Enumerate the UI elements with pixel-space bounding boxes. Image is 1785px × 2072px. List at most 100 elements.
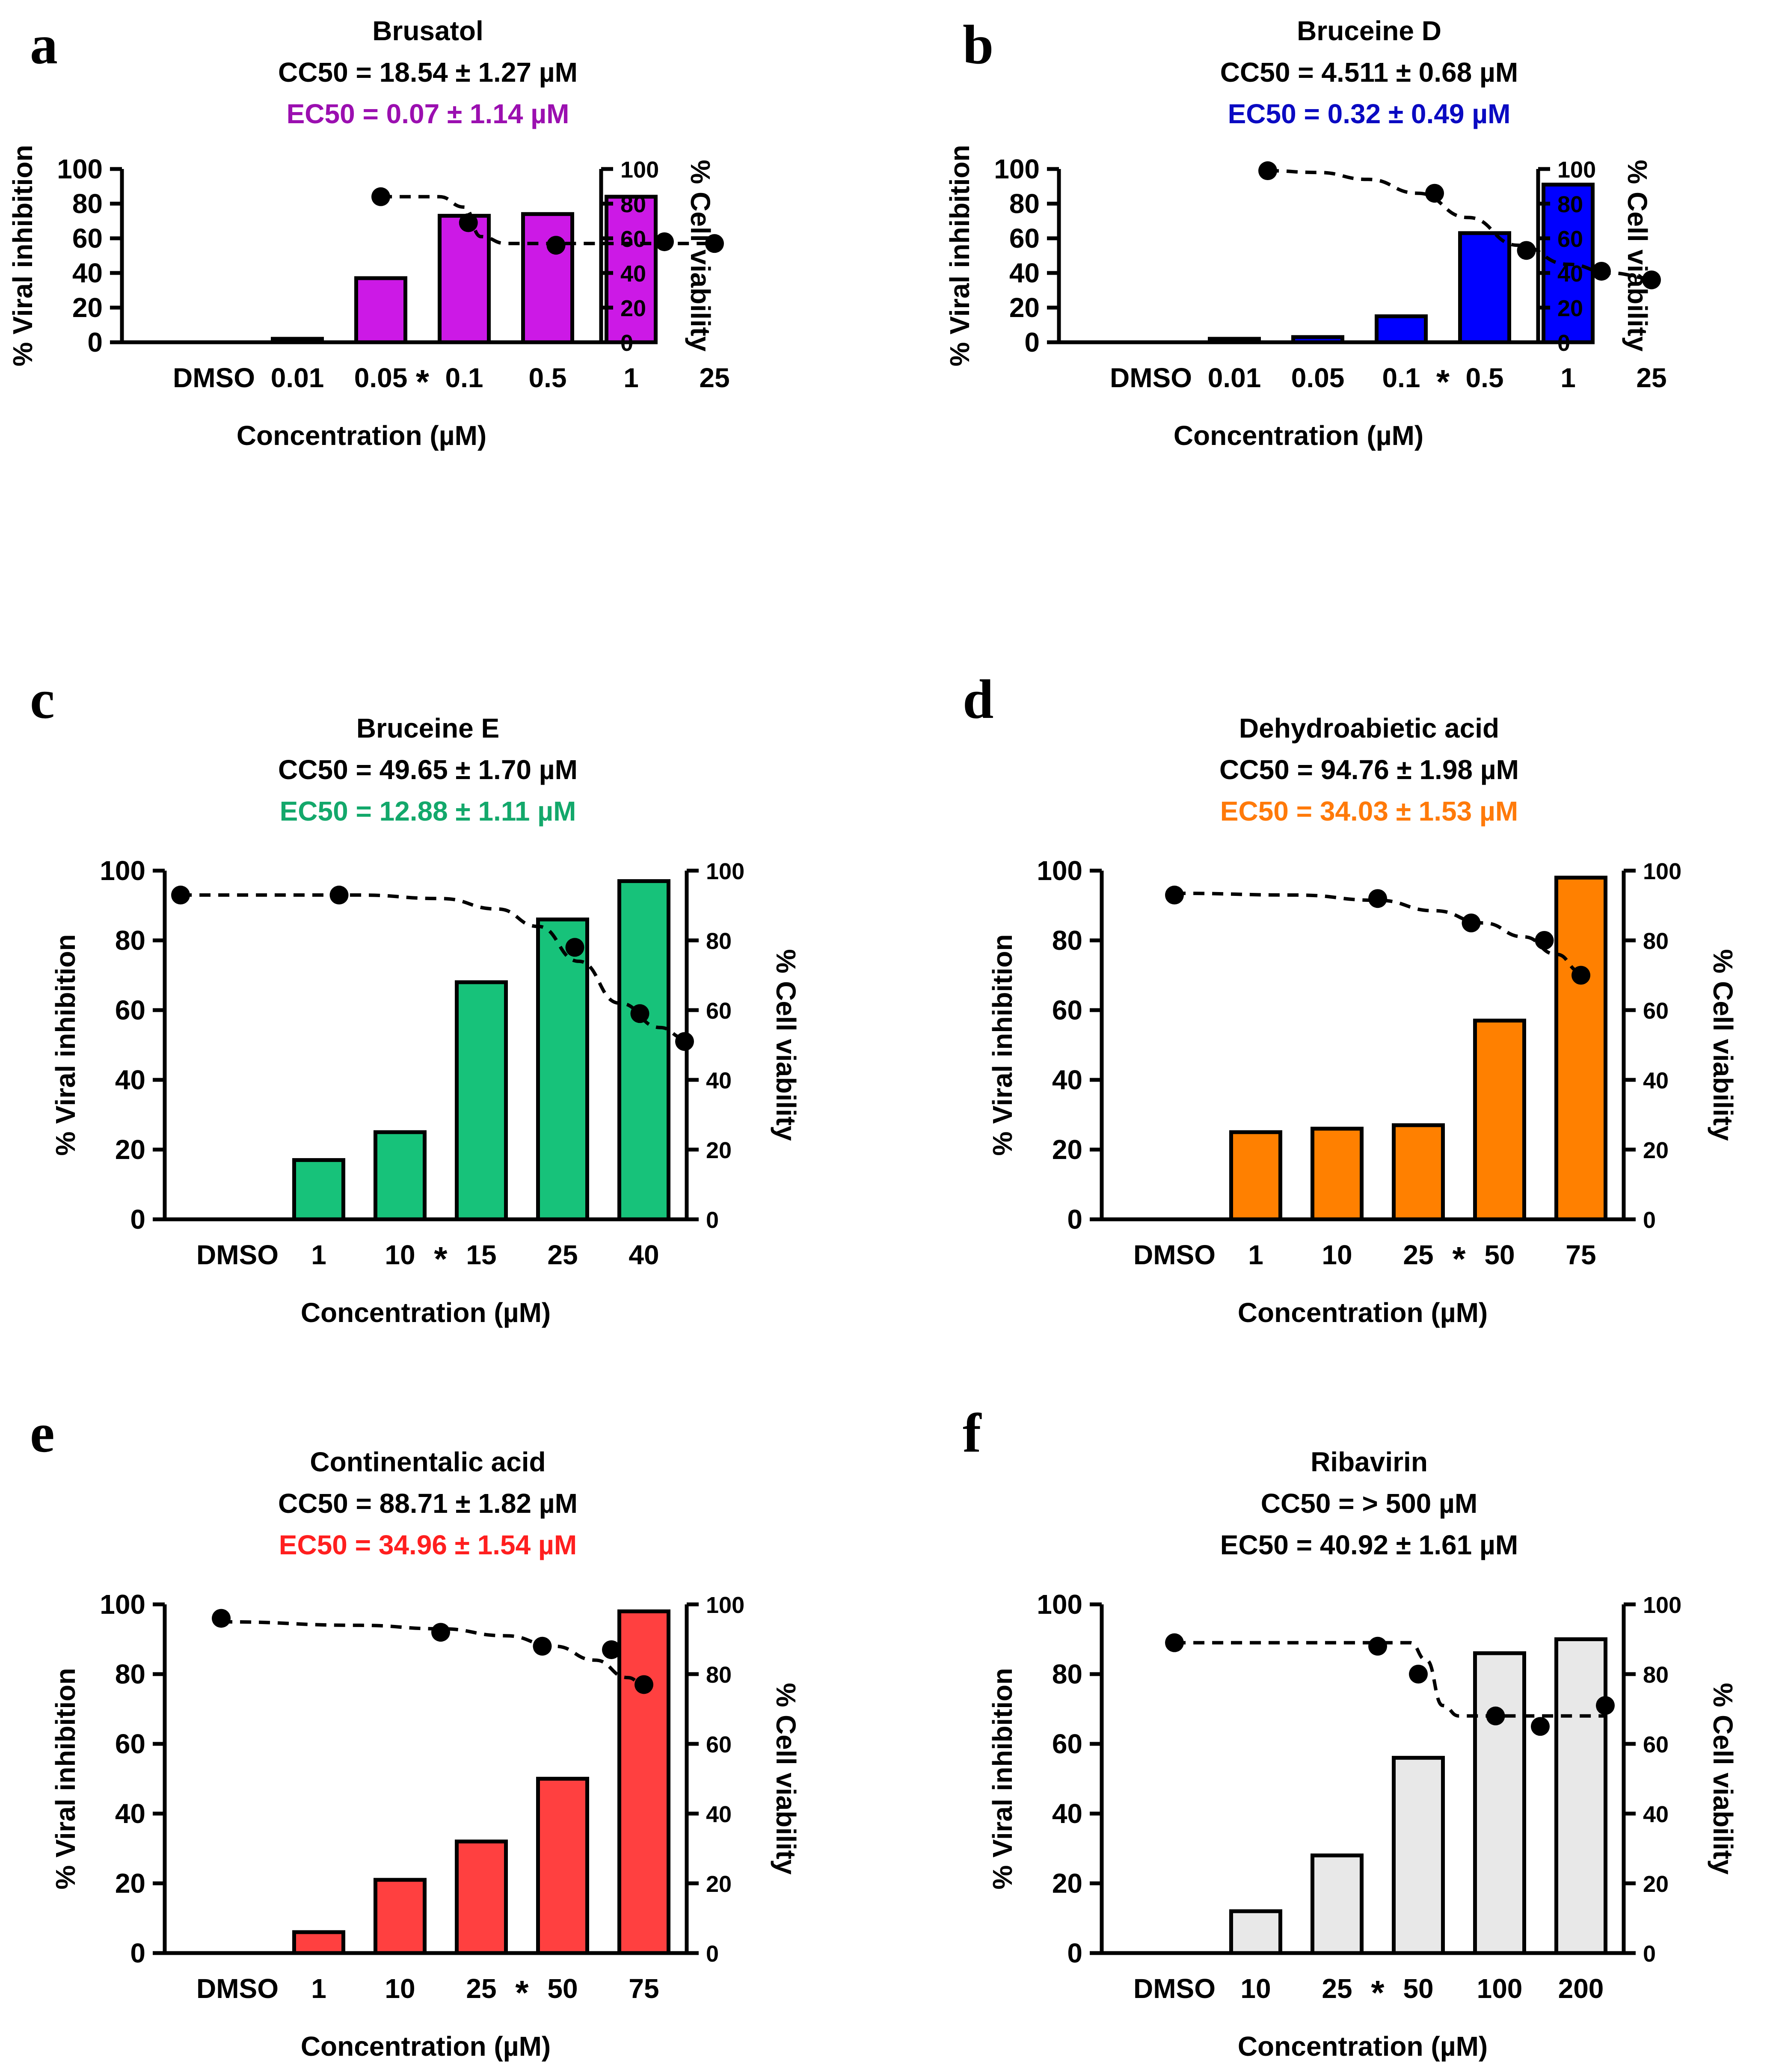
ytick-label-left-d-1: 20 — [1052, 1134, 1082, 1165]
bar-e-5 — [617, 1609, 670, 1955]
xlabel-b: Concentration (µM) — [1174, 420, 1423, 451]
ytick-label-right-c-4: 80 — [706, 928, 732, 954]
panel-letter-a: a — [30, 14, 58, 76]
bar-c-2 — [374, 1130, 427, 1221]
ytick-label-left-f-1: 20 — [1052, 1868, 1082, 1899]
xtick-label-b-2: 0.05 — [1291, 362, 1345, 393]
xtick-label-b-0: DMSO — [1110, 362, 1192, 393]
chart-title-d: Dehydroabietic acid — [1239, 713, 1500, 744]
viability-point-d-0 — [1165, 886, 1184, 905]
panel-letter-b: b — [963, 14, 994, 76]
ytick-label-right-d-5: 100 — [1643, 859, 1681, 884]
y2label-c: % Cell viability — [771, 949, 801, 1141]
ec50-label-b: EC50 = 0.32 ± 0.49 µM — [1228, 98, 1511, 129]
ytick-label-right-a-0: 0 — [620, 330, 633, 356]
bar-a-2 — [354, 276, 407, 344]
viability-fit-line-a — [381, 195, 715, 246]
xtick-label-e-1: 1 — [311, 1973, 326, 2004]
xtick-label-c-3: 15 — [466, 1239, 496, 1270]
xtick-label-a-2: 0.05 — [354, 362, 408, 393]
xtick-label-b-1: 0.01 — [1208, 362, 1261, 393]
ytick-label-right-d-1: 20 — [1643, 1138, 1669, 1163]
ytick-label-right-f-2: 40 — [1643, 1802, 1669, 1827]
ytick-label-left-c-2: 40 — [115, 1064, 145, 1095]
cc50-label-e: CC50 = 88.71 ± 1.82 µM — [278, 1488, 578, 1519]
bar-f-4 — [1473, 1651, 1526, 1955]
ytick-label-left-f-2: 40 — [1052, 1798, 1082, 1829]
y2label-e: % Cell viability — [771, 1683, 801, 1875]
viability-point-d-1 — [1368, 889, 1387, 908]
ytick-label-left-a-0: 0 — [87, 327, 103, 358]
bar-e-2 — [374, 1878, 427, 1955]
ytick-label-left-c-3: 60 — [115, 995, 145, 1026]
ytick-label-right-e-4: 80 — [706, 1662, 732, 1688]
xtick-label-f-0: DMSO — [1133, 1973, 1216, 2004]
ytick-label-left-a-2: 40 — [72, 258, 103, 288]
ytick-label-right-d-4: 80 — [1643, 928, 1669, 954]
viability-point-f-0 — [1165, 1633, 1184, 1652]
viability-point-f-5 — [1596, 1696, 1615, 1715]
viability-point-e-3 — [602, 1640, 621, 1659]
ytick-label-right-f-0: 0 — [1643, 1941, 1656, 1967]
ec50-label-c: EC50 = 12.88 ± 1.11 µM — [279, 796, 576, 827]
viability-point-e-0 — [212, 1609, 231, 1628]
axes-f — [1100, 1604, 1626, 1955]
xtick-label-b-4: 0.5 — [1466, 362, 1504, 393]
axes-a — [120, 169, 603, 344]
xtick-label-e-5: 75 — [629, 1973, 659, 2004]
y2label-f: % Cell viability — [1708, 1683, 1738, 1875]
significance-marker-f: * — [1371, 1974, 1385, 2012]
bar-b-3 — [1375, 314, 1428, 344]
ytick-label-left-d-4: 80 — [1052, 925, 1082, 956]
ec50-label-e: EC50 = 34.96 ± 1.54 µM — [279, 1530, 577, 1560]
ytick-label-left-c-1: 20 — [115, 1134, 145, 1165]
ylabel-e: % Viral inhibition — [50, 1668, 81, 1890]
viability-point-c-4 — [675, 1032, 694, 1051]
axes-b — [1057, 169, 1540, 344]
ytick-label-right-b-3: 60 — [1557, 226, 1583, 252]
ytick-label-right-c-2: 40 — [706, 1068, 732, 1094]
xtick-label-f-2: 25 — [1322, 1973, 1352, 2004]
viability-fit-line-e — [221, 1620, 644, 1687]
cc50-label-c: CC50 = 49.65 ± 1.70 µM — [278, 754, 578, 785]
xtick-label-d-4: 50 — [1484, 1239, 1515, 1270]
panel-letter-f: f — [963, 1402, 981, 1464]
bar-a-4 — [521, 212, 574, 344]
xlabel-a: Concentration (µM) — [237, 420, 486, 451]
xtick-label-b-5: 1 — [1560, 362, 1576, 393]
xlabel-d: Concentration (µM) — [1238, 1297, 1488, 1328]
ylabel-c: % Viral inhibition — [50, 934, 81, 1156]
viability-point-b-3 — [1592, 261, 1611, 281]
axes-e — [163, 1604, 689, 1955]
viability-point-e-1 — [431, 1623, 450, 1642]
ytick-label-left-a-3: 60 — [72, 223, 103, 254]
chart-title-e: Continentalic acid — [310, 1447, 546, 1477]
viability-point-a-4 — [705, 234, 724, 253]
ytick-label-left-b-2: 40 — [1009, 258, 1040, 288]
xtick-label-f-3: 50 — [1403, 1973, 1433, 2004]
ytick-label-left-a-4: 80 — [72, 188, 103, 219]
ytick-label-right-b-0: 0 — [1557, 330, 1570, 356]
bar-f-5 — [1554, 1637, 1607, 1955]
ytick-label-left-b-4: 80 — [1009, 188, 1040, 219]
xtick-label-f-4: 100 — [1477, 1973, 1523, 2004]
xtick-label-a-5: 1 — [623, 362, 639, 393]
viability-point-b-0 — [1258, 161, 1277, 181]
xtick-label-a-0: DMSO — [173, 362, 255, 393]
ytick-label-left-b-5: 100 — [994, 154, 1040, 184]
ytick-label-left-a-5: 100 — [57, 154, 103, 184]
viability-point-f-3 — [1486, 1706, 1505, 1725]
viability-point-f-2 — [1409, 1665, 1428, 1684]
ytick-label-left-b-1: 20 — [1009, 292, 1040, 323]
bar-a-5 — [605, 195, 658, 344]
chart-title-b: Bruceine D — [1297, 15, 1441, 46]
ytick-label-left-b-0: 0 — [1024, 327, 1040, 358]
ylabel-d: % Viral inhibition — [987, 934, 1018, 1156]
viability-point-b-2 — [1517, 241, 1536, 260]
viability-point-d-2 — [1462, 913, 1481, 933]
chart-title-c: Bruceine E — [356, 713, 500, 744]
ytick-label-left-e-4: 80 — [115, 1659, 145, 1690]
xtick-label-c-1: 1 — [311, 1239, 326, 1270]
